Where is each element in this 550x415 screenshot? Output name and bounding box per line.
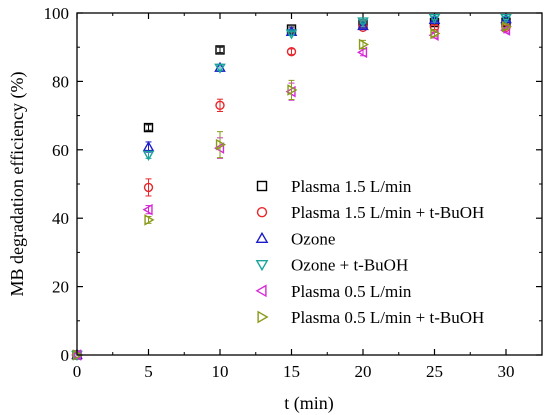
- y-tick-label: 100: [44, 4, 70, 23]
- data-point: [357, 19, 369, 31]
- legend-label: Plasma 1.5 L/min: [291, 177, 412, 196]
- data-point: [428, 29, 439, 42]
- y-tick-label: 0: [61, 346, 70, 365]
- data-point: [143, 182, 154, 193]
- tick-labels: 0 5 10 15 20 25 30 0 20 40 60 80 100: [44, 4, 515, 381]
- x-tick-label: 5: [144, 362, 153, 381]
- data-point: [356, 46, 368, 59]
- legend-marker: [255, 284, 267, 298]
- data-point: [143, 122, 154, 133]
- legend-label: Plasma 0.5 L/min + t-BuOH: [291, 308, 484, 327]
- legend-marker: [256, 180, 268, 192]
- data-point: [142, 203, 153, 216]
- data-points: [70, 13, 513, 362]
- data-point: [213, 142, 225, 154]
- x-tick-label: 10: [212, 362, 229, 381]
- legend-label: Ozone: [291, 229, 335, 248]
- legend-marker: [255, 260, 269, 272]
- data-point: [215, 100, 225, 111]
- legend-marker: [255, 231, 269, 243]
- data-point: [285, 85, 296, 98]
- x-tick-label: 25: [426, 362, 443, 381]
- y-tick-label: 80: [52, 72, 69, 91]
- legend-label: Plasma 1.5 L/min + t-BuOH: [291, 203, 484, 222]
- data-point: [500, 13, 512, 25]
- data-point: [357, 17, 369, 28]
- legend-marker: [256, 206, 268, 218]
- y-tick-label: 60: [52, 141, 69, 160]
- x-tick-label: 30: [498, 362, 515, 381]
- series-triangle-right: [72, 20, 513, 361]
- data-point: [214, 63, 226, 74]
- x-axis-label: t (min): [284, 393, 334, 414]
- data-point: [501, 20, 513, 33]
- legend-label: Plasma 0.5 L/min: [291, 282, 412, 301]
- data-point: [287, 84, 298, 96]
- x-tick-label: 20: [355, 362, 372, 381]
- legend-label: Ozone + t-BuOH: [291, 256, 408, 275]
- data-point: [142, 150, 155, 161]
- x-tick-label: 0: [73, 362, 82, 381]
- y-tick-label: 20: [52, 278, 69, 297]
- legend: Plasma 1.5 L/min Plasma 1.5 L/min + t-BuO…: [255, 177, 484, 327]
- data-point: [430, 27, 441, 40]
- data-point: [215, 45, 225, 55]
- legend-marker: [257, 310, 269, 324]
- y-axis-label: MB degradation efficiency (%): [7, 71, 28, 296]
- data-point: [358, 38, 370, 51]
- plot-frame: [76, 12, 543, 356]
- data-point: [499, 24, 511, 36]
- data-point: [428, 13, 441, 25]
- x-tick-label: 15: [283, 362, 300, 381]
- data-point: [144, 214, 155, 226]
- data-point: [285, 29, 298, 40]
- y-tick-label: 40: [52, 209, 69, 228]
- data-point: [286, 46, 297, 57]
- data-point: [142, 141, 155, 152]
- data-point: [215, 138, 227, 151]
